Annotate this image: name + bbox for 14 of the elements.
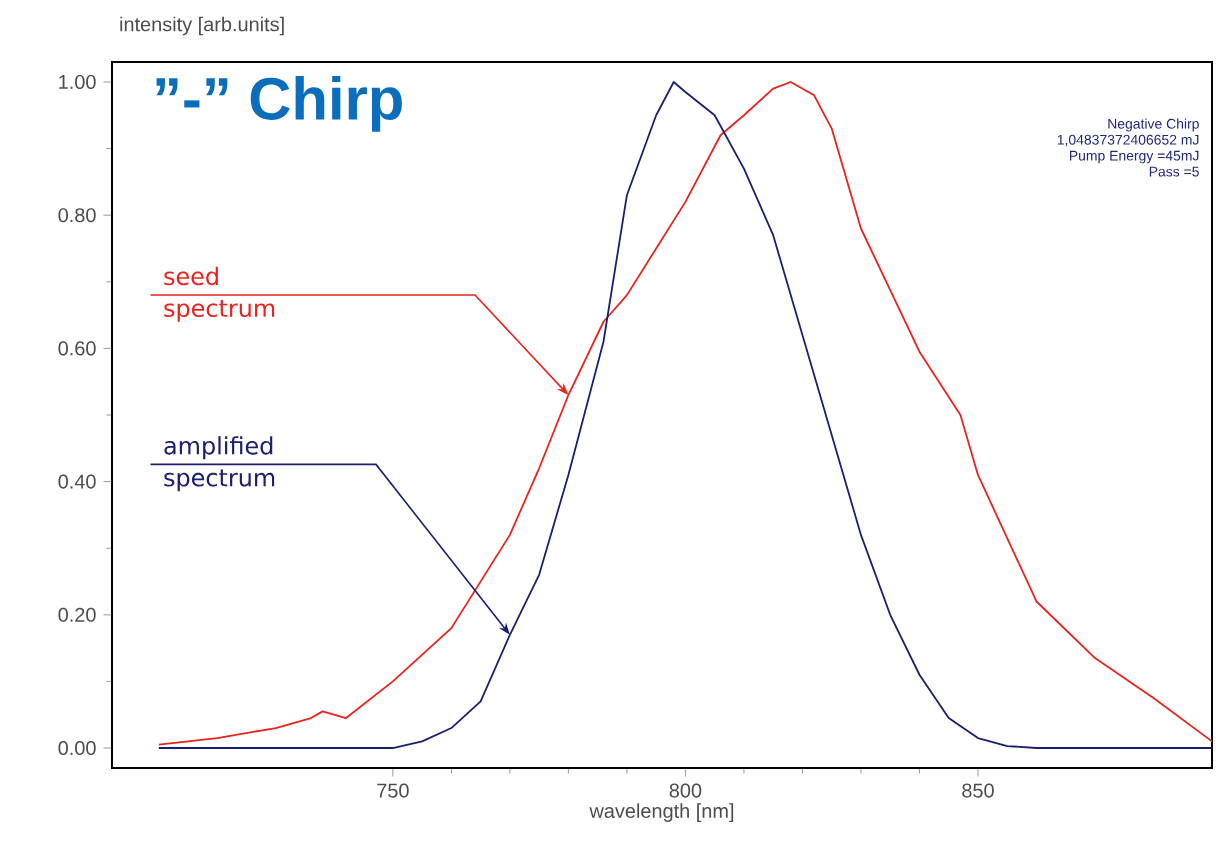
x-axis-title: wavelength [nm] <box>589 803 734 822</box>
text: amplified spectrum <box>164 436 275 492</box>
text: seed spectrum <box>164 266 275 322</box>
y-tick-label: 0.40 <box>58 474 96 489</box>
y-tick-label: 0.80 <box>58 208 96 223</box>
x-tick-label: 750 <box>377 783 409 798</box>
y-axis-title: intensity [arb.units] <box>120 16 284 36</box>
y-tick-label: 0.00 <box>58 740 96 756</box>
y-tick-label: 1.00 <box>59 74 96 90</box>
y-tick-label: 0.60 <box>58 341 96 356</box>
x-tick-label: 800 <box>669 783 702 798</box>
y-tick-label: 0.20 <box>58 607 96 622</box>
x-tick-label: 850 <box>962 783 994 798</box>
chart-title: ”-” Chirp <box>156 76 402 132</box>
